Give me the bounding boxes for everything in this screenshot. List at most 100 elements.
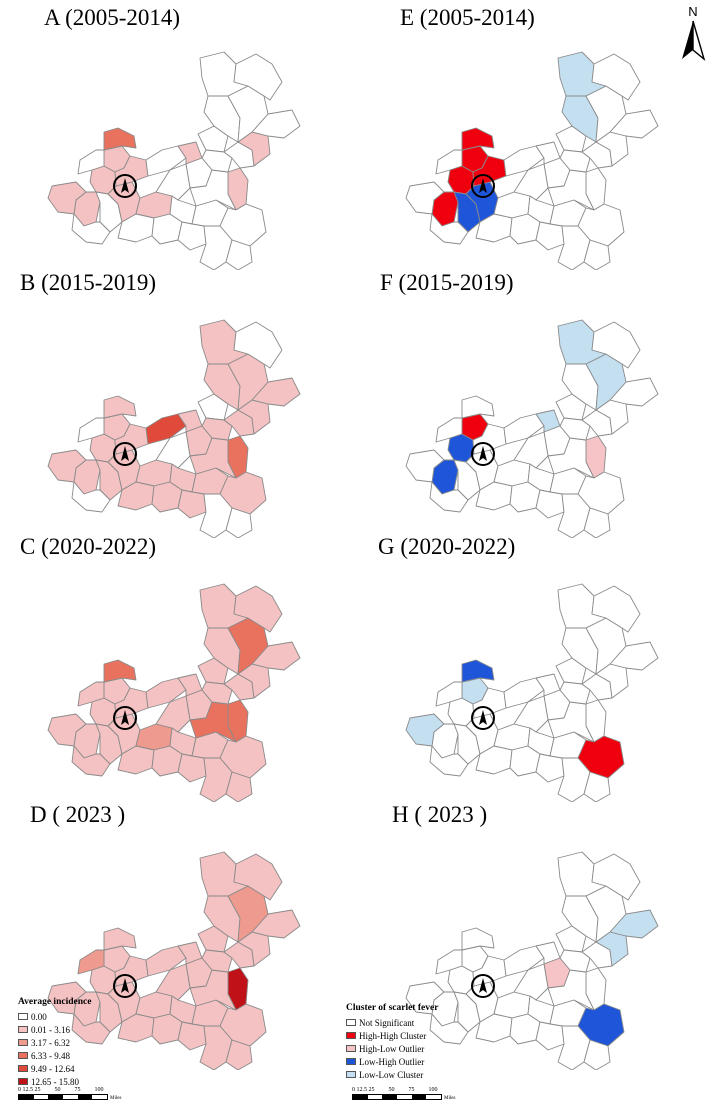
district-region — [555, 393, 587, 421]
district-region — [233, 853, 283, 901]
district-region — [557, 493, 591, 538]
map-panel-g: G (2020-2022) — [358, 532, 716, 802]
district-region — [233, 321, 283, 369]
district-map — [47, 319, 301, 538]
district-region — [535, 753, 565, 783]
district-region — [225, 771, 253, 802]
scale-track — [18, 1094, 108, 1100]
scale-bar: 0 12.5 25 50 75 100 Miles — [352, 1087, 455, 1107]
urban-center-marker — [471, 974, 495, 998]
district-map — [47, 851, 301, 1070]
urban-center-marker — [471, 706, 495, 730]
legend-swatch — [346, 1032, 356, 1039]
urban-center-marker — [113, 442, 137, 466]
district-region — [435, 149, 463, 175]
district-region — [405, 713, 445, 747]
legend-item: 0.00 — [18, 1010, 91, 1023]
legend-label: 0.01 - 3.16 — [31, 1024, 70, 1035]
legend-label: 12.65 - 15.80 — [31, 1076, 79, 1087]
scale-ticks: 0 12.5 25 50 75 100 — [352, 1087, 442, 1093]
legend-item: Not Significant — [346, 1016, 438, 1029]
district-region — [47, 181, 87, 215]
district-region — [472, 423, 507, 455]
incidence-legend: Average incidence 0.00 0.01 - 3.16 3.17 … — [18, 997, 91, 1088]
district-region — [71, 213, 111, 245]
district-region — [199, 757, 233, 802]
district-region — [472, 687, 507, 719]
legend-label: 9.49 - 12.64 — [31, 1063, 75, 1074]
district-region — [71, 481, 111, 513]
district-region — [493, 991, 531, 1019]
legend-item: 0.01 - 3.16 — [18, 1023, 91, 1036]
district-region — [535, 489, 565, 519]
district-region — [197, 393, 229, 421]
district-region — [199, 493, 233, 538]
district-region — [177, 1021, 207, 1051]
urban-center-marker — [471, 442, 495, 466]
district-region — [591, 321, 641, 369]
legend-label: Low-Low Cluster — [359, 1069, 424, 1080]
district-region — [583, 1039, 611, 1070]
legend-label: 3.17 - 6.32 — [31, 1037, 70, 1048]
legend-label: 0.00 — [31, 1011, 47, 1022]
district-region — [225, 1039, 253, 1070]
panel-title: D ( 2023 ) — [30, 802, 126, 827]
district-map — [47, 51, 301, 270]
legend-item: Low-Low Cluster — [346, 1068, 438, 1081]
north-arrow-icon — [682, 20, 706, 61]
district-region — [535, 1021, 565, 1051]
map-panel-d: D ( 2023 ) — [0, 800, 358, 1070]
legend-title: Average incidence — [18, 997, 92, 1007]
urban-center-marker — [113, 974, 137, 998]
district-region — [114, 155, 149, 187]
district-region — [461, 395, 495, 419]
scale-tick: 75 — [408, 1087, 415, 1093]
district-region — [435, 417, 463, 443]
district-region — [405, 981, 445, 1015]
legend-item: 12.65 - 15.80 — [18, 1075, 91, 1088]
urban-center-marker — [471, 174, 495, 198]
district-region — [135, 991, 173, 1019]
district-region — [461, 659, 495, 683]
legend-title: Cluster of scarlet fever — [346, 1003, 439, 1013]
panel-title: H ( 2023 ) — [392, 802, 488, 827]
district-region — [199, 225, 233, 270]
legend-swatch — [18, 1013, 28, 1020]
district-region — [461, 127, 495, 151]
map-panel-b: B (2015-2019) — [0, 268, 358, 538]
north-label: N — [688, 4, 698, 19]
district-region — [197, 657, 229, 685]
district-region — [591, 53, 641, 101]
scale-bar: 0 12.5 25 50 75 100 Miles — [18, 1087, 121, 1107]
district-region — [199, 1025, 233, 1070]
district-region — [77, 417, 105, 443]
scale-tick: 75 — [74, 1087, 81, 1093]
legend-swatch — [18, 1039, 28, 1046]
urban-center-marker — [113, 706, 137, 730]
district-map — [405, 51, 659, 270]
district-region — [135, 459, 173, 487]
district-region — [135, 723, 173, 751]
district-map — [405, 319, 659, 538]
map-panel-c: C (2020-2022) — [0, 532, 358, 802]
district-region — [177, 753, 207, 783]
district-region — [77, 149, 105, 175]
district-region — [493, 459, 531, 487]
district-region — [177, 221, 207, 251]
district-region — [103, 659, 137, 683]
legend-swatch — [346, 1019, 356, 1026]
district-region — [557, 225, 591, 270]
cluster-legend: Cluster of scarlet fever Not Significant… — [346, 1003, 438, 1081]
legend-swatch — [18, 1065, 28, 1072]
legend-label: High-Low Outlier — [359, 1043, 425, 1054]
district-region — [77, 949, 105, 975]
district-region — [555, 925, 587, 953]
district-region — [225, 239, 253, 270]
district-region — [77, 681, 105, 707]
panel-title: E (2005-2014) — [400, 5, 535, 30]
district-region — [114, 423, 149, 455]
district-region — [47, 449, 87, 483]
district-region — [472, 155, 507, 187]
district-region — [583, 239, 611, 270]
district-region — [177, 489, 207, 519]
